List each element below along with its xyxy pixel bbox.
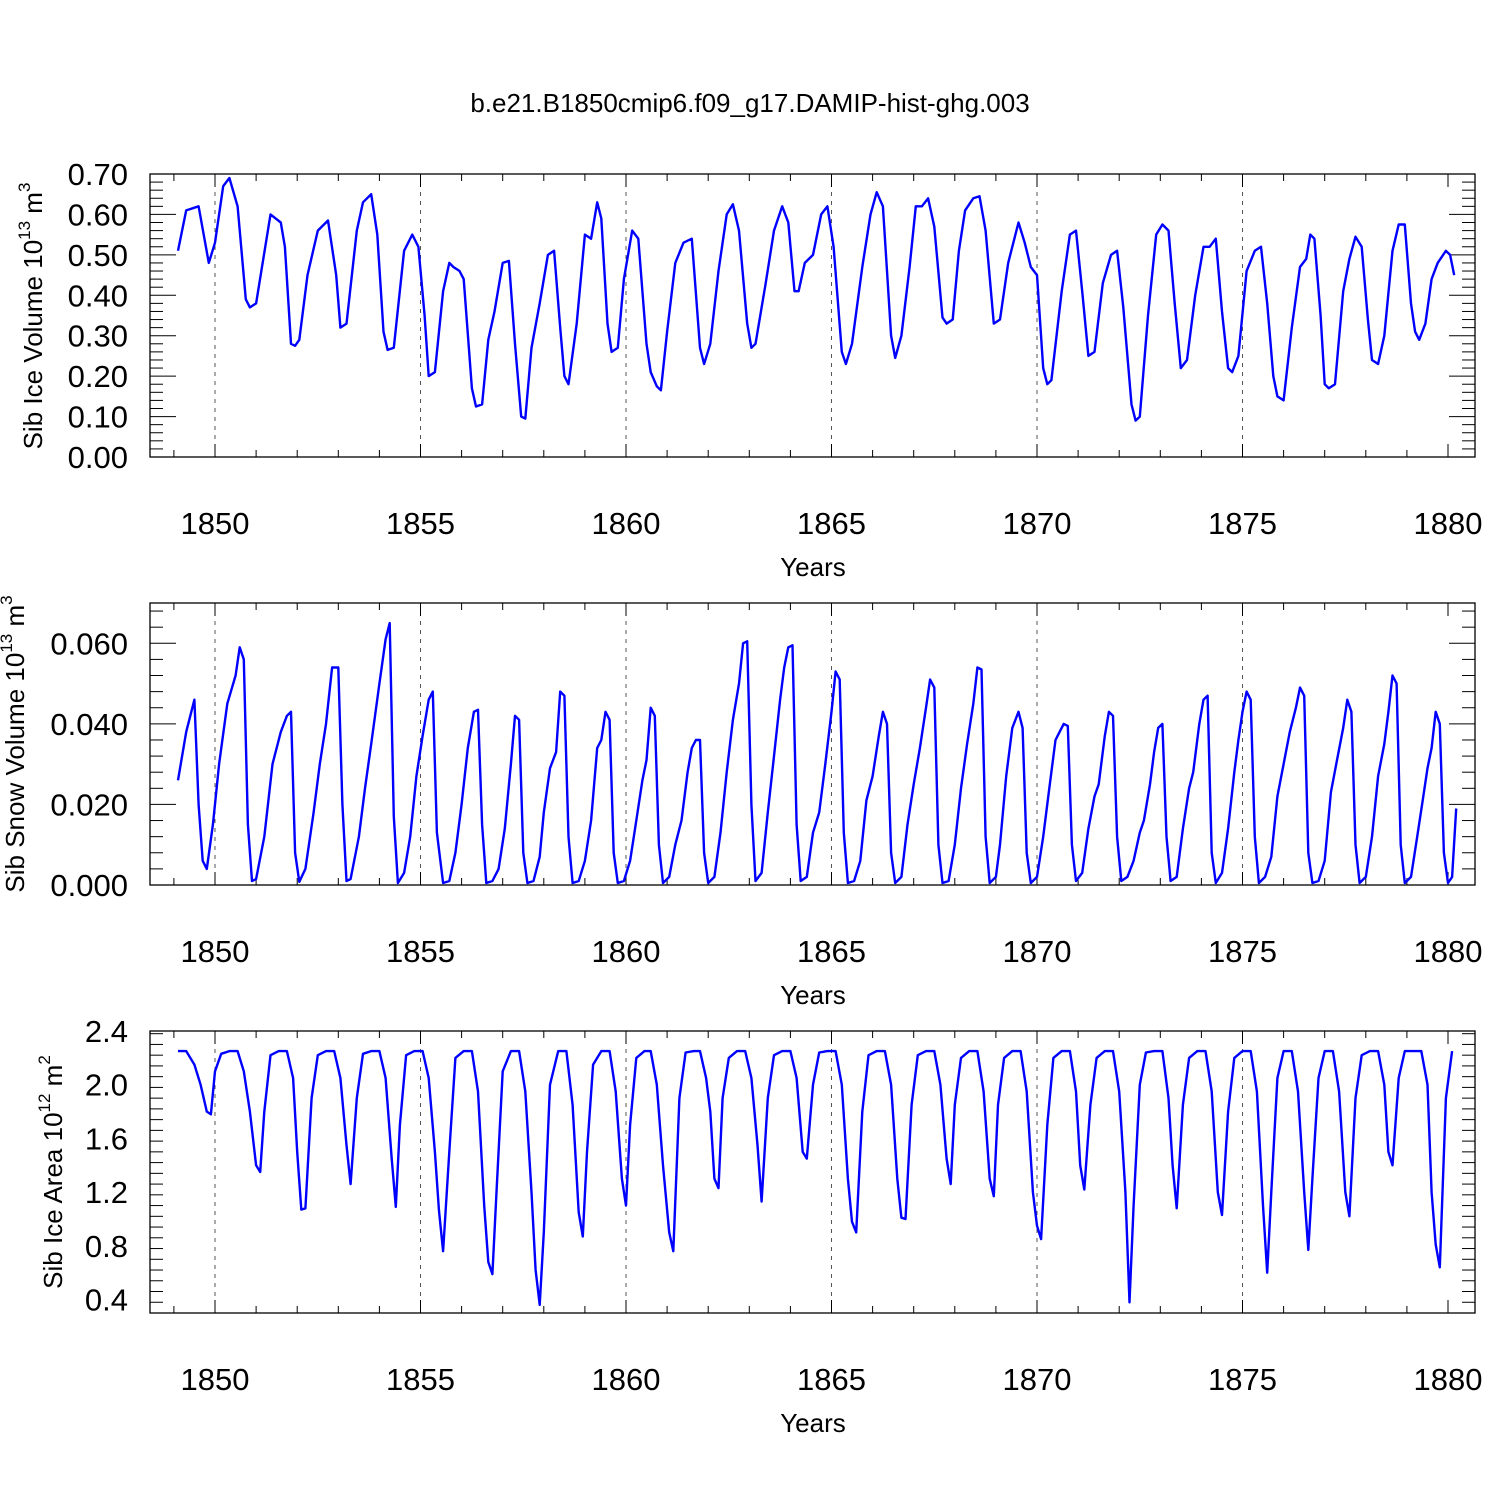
plot-frame (149, 602, 1476, 886)
y-tick-label: 0.20 (68, 359, 128, 394)
x-tick-label: 1860 (592, 506, 661, 541)
y-axis-label: Sib Ice Area 1012 m2 (35, 1055, 68, 1289)
x-axis-label: Years (780, 1408, 846, 1438)
x-tick-label: 1850 (181, 934, 250, 969)
series-line (178, 1049, 1454, 1307)
y-tick-label: 0.70 (68, 157, 128, 192)
x-tick-label: 1850 (181, 506, 250, 541)
y-tick-label: 0.040 (50, 707, 128, 742)
y-tick-label: 0.000 (50, 868, 128, 903)
y-tick-label: 0.10 (68, 400, 128, 435)
y-tick-label: 2.4 (85, 1014, 128, 1049)
plot-frame (149, 1030, 1476, 1314)
x-tick-label: 1865 (797, 506, 866, 541)
x-tick-label: 1875 (1208, 506, 1277, 541)
y-axis-label: Sib Ice Volume 1013 m3 (15, 183, 48, 450)
x-tick-label: 1855 (386, 934, 455, 969)
y-tick-label: 2.0 (85, 1068, 128, 1103)
y-tick-label: 0.50 (68, 238, 128, 273)
series-line (176, 176, 1456, 422)
x-axis-label: Years (780, 552, 846, 582)
x-tick-label: 1860 (592, 934, 661, 969)
x-tick-label: 1870 (1003, 1362, 1072, 1397)
chart-panel-3: 0.4 0.8 1.2 1.6 2.0 2.4 1850 1855 1860 1865 1870 18… (35, 1014, 1482, 1438)
x-tick-label: 1865 (797, 934, 866, 969)
x-tick-label: 1855 (386, 1362, 455, 1397)
y-tick-label: 0.30 (68, 319, 128, 354)
y-tick-label: 1.6 (85, 1121, 128, 1156)
x-tick-label: 1880 (1414, 934, 1483, 969)
y-axis-label: Sib Snow Volume 1013 m3 (0, 595, 30, 892)
y-tick-label: 0.40 (68, 278, 128, 313)
y-tick-label: 0.4 (85, 1283, 128, 1318)
x-tick-label: 1875 (1208, 1362, 1277, 1397)
y-tick-label: 0.020 (50, 787, 128, 822)
x-tick-label: 1855 (386, 506, 455, 541)
x-axis-label: Years (780, 980, 846, 1010)
y-tick-label: 0.60 (68, 197, 128, 232)
x-tick-label: 1880 (1414, 1362, 1483, 1397)
x-tick-label: 1880 (1414, 506, 1483, 541)
x-tick-label: 1875 (1208, 934, 1277, 969)
x-tick-label: 1870 (1003, 506, 1072, 541)
x-tick-label: 1860 (592, 1362, 661, 1397)
y-tick-label: 0.00 (68, 440, 128, 475)
y-tick-label: 0.060 (50, 626, 128, 661)
figure-title: b.e21.B1850cmip6.f09_g17.DAMIP-hist-ghg.… (470, 88, 1029, 118)
plot-frame (149, 173, 1476, 458)
series-line (176, 621, 1458, 885)
x-tick-label: 1870 (1003, 934, 1072, 969)
y-tick-label: 0.8 (85, 1229, 128, 1264)
y-tick-label: 1.2 (85, 1175, 128, 1210)
chart-panel-1: 0.00 0.10 0.20 0.30 0.40 0.50 0.60 0.70 1850 1855… (15, 157, 1482, 582)
x-tick-label: 1865 (797, 1362, 866, 1397)
x-tick-label: 1850 (181, 1362, 250, 1397)
chart-panel-2: 0.000 0.020 0.040 0.060 1850 1855 1860 1865 1870… (0, 595, 1482, 1010)
